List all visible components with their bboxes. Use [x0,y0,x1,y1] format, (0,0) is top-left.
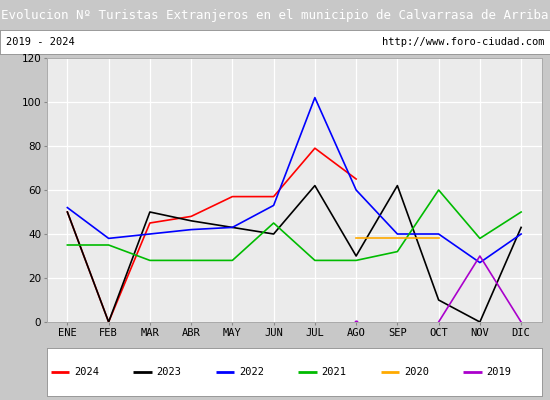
Text: 2024: 2024 [74,367,99,377]
Text: 2020: 2020 [404,367,429,377]
Text: Evolucion Nº Turistas Extranjeros en el municipio de Calvarrasa de Arriba: Evolucion Nº Turistas Extranjeros en el … [1,8,549,22]
Text: 2023: 2023 [157,367,182,377]
Text: 2019 - 2024: 2019 - 2024 [6,37,74,47]
Text: 2022: 2022 [239,367,264,377]
Text: http://www.foro-ciudad.com: http://www.foro-ciudad.com [382,37,544,47]
Text: 2019: 2019 [486,367,512,377]
Text: 2021: 2021 [321,367,346,377]
